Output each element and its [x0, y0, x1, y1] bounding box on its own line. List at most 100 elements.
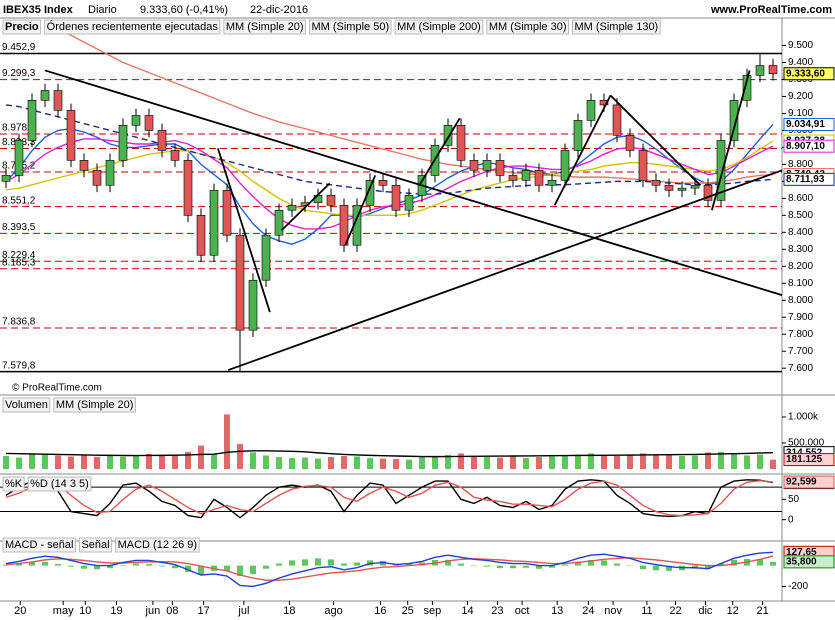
last-value-label: 9.333,60 [786, 68, 825, 79]
histogram-bar [523, 565, 529, 568]
volume-bar [393, 459, 399, 469]
volume-bar [666, 454, 672, 469]
last-value-box [783, 139, 835, 153]
candle-body [365, 180, 375, 206]
histogram-bar [3, 564, 9, 566]
histogram-bar [341, 563, 347, 566]
volume-bar [276, 457, 282, 469]
volume-bar [16, 457, 22, 469]
legend-entry: MM (Simple 130) [574, 21, 658, 33]
candle-body [196, 215, 206, 256]
histogram-bar [757, 559, 763, 566]
candle-body [183, 160, 193, 216]
level-label: 9.452,9 [2, 42, 36, 53]
histogram-bar [237, 565, 243, 577]
histogram-bar [198, 565, 204, 575]
volume-bar [731, 453, 737, 469]
date: 22-dic-2016 [250, 4, 308, 16]
legend-entry: MM (Simple 20) [56, 399, 134, 411]
x-tick-label: 22 [669, 605, 681, 617]
candle-body [495, 160, 505, 176]
legend-box [115, 537, 200, 553]
candle-body [92, 170, 102, 186]
candle-body [755, 65, 765, 76]
legend-box [223, 19, 306, 35]
volume-bar [328, 457, 334, 469]
candle-body [404, 194, 414, 211]
histogram-bar [159, 565, 165, 567]
y-tick-label: 8.100 [788, 278, 813, 289]
histogram-bar [458, 563, 464, 566]
legend-box [308, 19, 392, 35]
histogram-bar [289, 560, 295, 566]
histogram-bar [133, 563, 139, 566]
legend-box [571, 19, 661, 35]
volume-bar [679, 455, 685, 469]
candle-body [14, 140, 24, 176]
volume-bar [523, 458, 529, 469]
volume-bar [354, 456, 360, 469]
trend-line [280, 182, 331, 231]
volume-bar [588, 453, 594, 469]
histogram-bar [42, 561, 48, 566]
histogram-bar [81, 565, 87, 569]
legend-entry: Señal [81, 539, 109, 551]
candle-body [703, 184, 713, 201]
histogram-bar [731, 559, 737, 566]
x-tick-label: dic [698, 605, 713, 617]
legend-box [486, 19, 569, 35]
candle-body [534, 170, 544, 186]
volume-bar [133, 455, 139, 469]
last-value-label: 92,599 [786, 477, 817, 488]
candle-body [222, 190, 232, 236]
volume-bar [172, 455, 178, 469]
histogram-bar [588, 559, 594, 566]
volume-bar [237, 444, 243, 469]
candle-body [586, 100, 596, 121]
series-line [5, 551, 774, 588]
x-tick-label: may [53, 605, 74, 617]
candle-body [677, 187, 687, 191]
y-tick-label: 7.600 [788, 363, 813, 374]
x-tick-label: 21 [756, 605, 768, 617]
legend-box [394, 19, 484, 35]
legend-box [53, 397, 136, 413]
volume-bar [198, 445, 204, 469]
histogram-bar [185, 565, 191, 572]
volume-bar [315, 458, 321, 469]
y-tick-label: 7.900 [788, 312, 813, 323]
histogram-bar [302, 559, 308, 566]
histogram-bar [406, 563, 412, 566]
candle-body [144, 115, 154, 131]
candle-body [40, 90, 50, 101]
last-value-label: 8.711,93 [786, 174, 825, 185]
histogram-bar [55, 564, 61, 566]
x-tick-label: oct [515, 605, 530, 617]
volume-bar [744, 455, 750, 469]
level-label: 8.185,3 [2, 257, 36, 268]
legend-box [2, 476, 25, 492]
histogram-bar [107, 565, 113, 569]
candle-body [690, 184, 700, 189]
volume-bar [250, 452, 256, 469]
histogram-bar [666, 565, 672, 571]
histogram-bar [471, 565, 477, 567]
x-tick-label: nov [604, 605, 622, 617]
volume-bar [68, 456, 74, 469]
site: www.ProRealTime.com [710, 4, 832, 16]
x-tick-label: ago [324, 605, 342, 617]
x-tick-label: 17 [197, 605, 209, 617]
histogram-bar [497, 565, 503, 569]
candle-body [638, 150, 648, 181]
candle-body [157, 130, 167, 151]
volume-bar [3, 455, 9, 469]
legend-entry: Órdenes recientemente ejecutadas [47, 20, 219, 33]
x-tick-label: 10 [79, 605, 91, 617]
volume-bar [601, 454, 607, 469]
histogram-bar [718, 563, 724, 566]
candle-body [716, 140, 726, 201]
candle-body [560, 150, 570, 181]
volume-bar [185, 451, 191, 469]
histogram-bar [263, 565, 269, 569]
